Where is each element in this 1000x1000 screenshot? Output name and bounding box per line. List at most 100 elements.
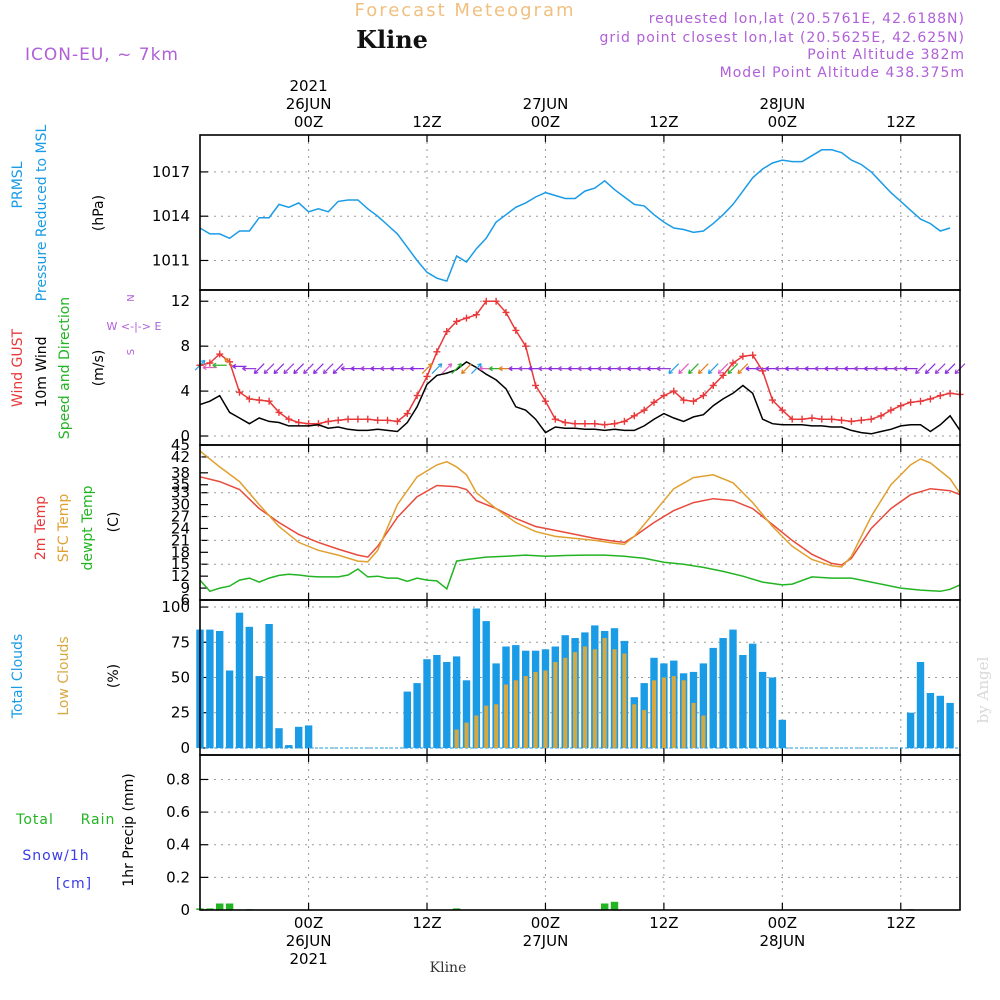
product-title: Forecast Meteogram xyxy=(354,0,575,21)
wind-direction-label: Speed and Direction xyxy=(57,297,73,439)
total_clouds-bar xyxy=(768,677,777,748)
gust-marker xyxy=(295,419,303,427)
gust-marker xyxy=(897,402,905,410)
wind-gust-label: Wind GUST xyxy=(10,328,26,407)
low_clouds-bar xyxy=(602,638,607,748)
low_clouds-bar xyxy=(454,729,459,748)
gust-marker xyxy=(739,352,747,360)
wind-direction-arrow xyxy=(332,363,344,375)
wind-direction-arrow xyxy=(924,363,936,375)
gust-marker xyxy=(374,416,382,424)
precip-cm-label: [cm] xyxy=(56,876,92,892)
precip-frame xyxy=(199,754,961,911)
pressure-unit: (hPa) xyxy=(91,195,107,231)
temp-y-tick-label: 18 xyxy=(171,543,190,561)
gust-marker xyxy=(551,415,559,423)
wind-unit: (m/s) xyxy=(91,350,107,387)
gust-marker xyxy=(640,406,648,414)
wind-direction-arrow xyxy=(934,363,946,375)
total_clouds-bar xyxy=(265,624,273,748)
gust-marker xyxy=(650,398,658,406)
sfc-series-line xyxy=(199,450,961,568)
total_clouds-bar xyxy=(216,631,224,748)
wind-y-tick-label: 4 xyxy=(180,382,190,400)
wind-panel xyxy=(194,289,966,446)
total_clouds-bar xyxy=(699,663,708,748)
wind-direction-arrow xyxy=(678,363,689,375)
precip-y-tick-label: 0 xyxy=(180,901,190,919)
total_clouds-bar xyxy=(245,626,253,748)
clouds-y-tick-label: 25 xyxy=(171,704,190,722)
wind-direction-arrow xyxy=(202,364,217,371)
low_clouds-bar xyxy=(543,670,548,748)
wind-y-tick-label: 12 xyxy=(171,292,190,310)
low_clouds-bar xyxy=(661,677,666,748)
gust-marker xyxy=(541,397,549,405)
clouds-unit: (%) xyxy=(106,664,122,688)
gust-marker xyxy=(680,396,688,404)
gust-marker xyxy=(611,420,619,428)
total_clouds-bar xyxy=(778,719,786,748)
gust-marker xyxy=(245,395,253,403)
gust-marker xyxy=(778,406,786,414)
wind-direction-arrow xyxy=(903,366,918,372)
gust-marker xyxy=(867,415,875,423)
bottom-time-label: 12Z xyxy=(886,914,915,932)
total_clouds-bar xyxy=(295,726,303,748)
temp-panel xyxy=(199,444,961,601)
low_clouds-bar xyxy=(691,702,696,748)
low_clouds-bar xyxy=(474,715,479,748)
wind-series-line xyxy=(199,360,961,435)
gust-marker xyxy=(788,415,796,423)
gust-marker xyxy=(838,416,846,424)
low_clouds-bar xyxy=(464,722,469,748)
total_clouds-bar xyxy=(423,659,431,748)
pressure-reduced-label: Pressure Reduced to MSL xyxy=(34,124,50,301)
low_clouds-bar xyxy=(513,680,518,748)
temp-y-tick-label: 45 xyxy=(171,436,190,454)
temp-y-tick-label: 33 xyxy=(171,484,190,502)
temp-y-tick-label: 30 xyxy=(171,496,190,514)
gust-marker xyxy=(670,387,678,395)
wind-direction-arrow xyxy=(471,363,482,374)
gust-marker xyxy=(364,415,372,423)
total_clouds-bar xyxy=(285,745,293,748)
total_clouds-bar xyxy=(413,683,421,748)
gust-marker xyxy=(226,358,234,366)
top-time-label: 00Z xyxy=(531,113,560,131)
gust-marker xyxy=(265,397,273,405)
gust-marker xyxy=(808,414,816,422)
wind-direction-arrow xyxy=(944,363,956,375)
wind-direction-arrow xyxy=(232,363,247,369)
temp-y-tick-label: 21 xyxy=(171,531,190,549)
low_clouds-bar xyxy=(612,649,617,748)
precip-unit: 1hr Precip (mm) xyxy=(121,773,137,886)
pressure-panel xyxy=(199,134,961,291)
low_clouds-bar xyxy=(652,680,657,748)
bottom-time-label: 26JUN xyxy=(286,932,332,950)
low_clouds-bar xyxy=(701,715,706,748)
gust-marker xyxy=(522,342,530,350)
total_clouds-bar xyxy=(462,680,471,748)
wind-direction-arrow xyxy=(322,363,334,375)
temp-y-tick-label: 9 xyxy=(180,579,190,597)
bottom-time-label: 12Z xyxy=(649,914,678,932)
low_clouds-bar xyxy=(523,676,528,748)
precip-snow-label: Snow/1h xyxy=(22,848,89,864)
gust-marker xyxy=(620,417,628,425)
gust-marker xyxy=(591,420,599,428)
point-altitude: Point Altitude 382m xyxy=(807,47,965,63)
gust-marker xyxy=(798,415,806,423)
temp-y-tick-label: 38 xyxy=(171,464,190,482)
precip-y-tick-label: 0.4 xyxy=(166,836,190,854)
low_clouds-bar xyxy=(582,646,587,748)
low_clouds-bar xyxy=(642,709,647,748)
wind-direction-arrow xyxy=(273,363,285,375)
gust-marker xyxy=(413,392,421,400)
precip-rain-label: Rain xyxy=(81,812,116,828)
top-time-label: 00Z xyxy=(294,113,323,131)
model-point-altitude: Model Point Altitude 438.375m xyxy=(720,65,965,81)
sfc-temp-label: SFC Temp xyxy=(56,494,72,563)
wind-direction-arrow xyxy=(717,363,729,375)
